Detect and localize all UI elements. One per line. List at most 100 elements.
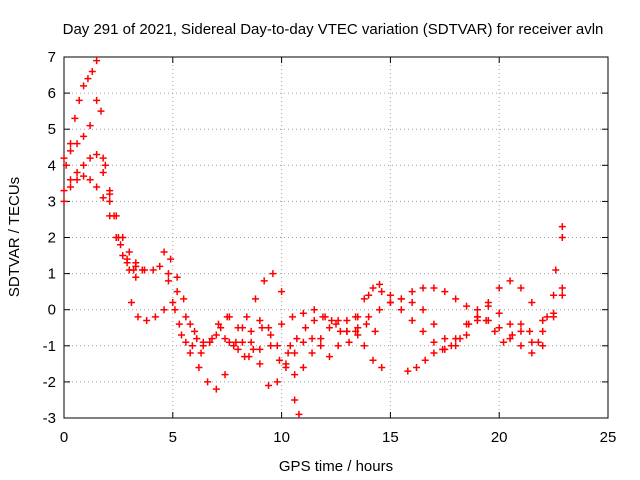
data-point — [67, 147, 75, 155]
data-point — [80, 132, 88, 140]
data-point — [125, 248, 133, 256]
data-point — [273, 378, 281, 386]
data-point — [167, 255, 175, 263]
y-tick-label: 1 — [48, 266, 56, 283]
data-point — [191, 327, 199, 335]
data-point — [99, 154, 107, 162]
data-point — [127, 298, 135, 306]
data-point — [256, 345, 264, 353]
data-point — [336, 327, 344, 335]
data-point — [397, 306, 405, 314]
series-track-12 — [386, 234, 566, 346]
data-point — [299, 363, 307, 371]
series-track-5 — [127, 298, 379, 364]
data-point — [182, 338, 190, 346]
data-point — [186, 349, 194, 357]
data-point — [352, 327, 360, 335]
data-point — [256, 360, 264, 368]
data-point — [106, 212, 114, 220]
data-point — [67, 183, 75, 191]
x-tick-label: 15 — [382, 429, 399, 446]
data-point — [334, 317, 342, 325]
data-point — [73, 169, 81, 177]
data-point — [419, 327, 427, 335]
data-point — [517, 284, 525, 292]
data-point — [386, 291, 394, 299]
y-tick-label: 5 — [48, 121, 56, 138]
data-point — [204, 378, 212, 386]
data-point — [188, 342, 196, 350]
data-point — [169, 298, 177, 306]
data-point — [119, 252, 127, 260]
data-point — [212, 385, 220, 393]
data-point — [386, 298, 394, 306]
data-point — [160, 306, 168, 314]
data-point — [260, 277, 268, 285]
data-point — [430, 320, 438, 328]
data-point — [484, 302, 492, 310]
data-point — [156, 262, 164, 270]
data-point — [534, 338, 542, 346]
data-point — [106, 187, 114, 195]
data-point — [238, 338, 246, 346]
data-point — [132, 259, 140, 267]
data-point — [206, 338, 214, 346]
data-point — [151, 313, 159, 321]
data-point — [321, 313, 329, 321]
data-point — [463, 302, 471, 310]
x-axis-label: GPS time / hours — [279, 458, 393, 475]
data-point — [269, 270, 277, 278]
data-point — [234, 324, 242, 332]
data-point — [243, 313, 251, 321]
data-point — [421, 356, 429, 364]
data-point — [325, 353, 333, 361]
data-point — [517, 342, 525, 350]
data-point — [456, 335, 464, 343]
data-point — [404, 367, 412, 375]
data-point — [558, 291, 566, 299]
data-point — [278, 288, 286, 296]
data-point — [558, 223, 566, 231]
data-point — [173, 288, 181, 296]
data-point — [293, 335, 301, 343]
axis-ticks: 0 5 10 15 20 25 -3 -2 -1 0 1 2 3 4 5 6 7 — [43, 49, 617, 446]
data-point — [495, 309, 503, 317]
data-point — [60, 154, 68, 162]
data-point — [117, 241, 125, 249]
data-point — [465, 320, 473, 328]
y-tick-label: 6 — [48, 85, 56, 102]
data-point — [506, 277, 514, 285]
data-point — [473, 313, 481, 321]
data-point — [343, 317, 351, 325]
data-point — [539, 317, 547, 325]
data-point — [195, 363, 203, 371]
data-point — [282, 363, 290, 371]
data-point — [106, 197, 114, 205]
data-point — [408, 288, 416, 296]
series-track-7 — [164, 277, 386, 393]
data-point — [164, 277, 172, 285]
data-point — [419, 284, 427, 292]
data-point — [419, 306, 427, 314]
data-point — [354, 331, 362, 339]
data-point — [180, 295, 188, 303]
data-point — [62, 161, 70, 169]
data-point — [506, 320, 514, 328]
data-point — [97, 107, 105, 115]
data-point — [482, 317, 490, 325]
data-point — [308, 335, 316, 343]
data-point — [508, 331, 516, 339]
data-point — [197, 349, 205, 357]
data-point — [80, 161, 88, 169]
data-point — [452, 295, 460, 303]
data-point — [291, 371, 299, 379]
data-point — [473, 306, 481, 314]
data-point — [214, 320, 222, 328]
x-tick-label: 25 — [600, 429, 617, 446]
data-point — [99, 169, 107, 177]
data-point — [345, 338, 353, 346]
data-point — [265, 382, 273, 390]
data-point — [119, 234, 127, 241]
data-point — [73, 140, 81, 148]
data-point — [267, 331, 275, 339]
